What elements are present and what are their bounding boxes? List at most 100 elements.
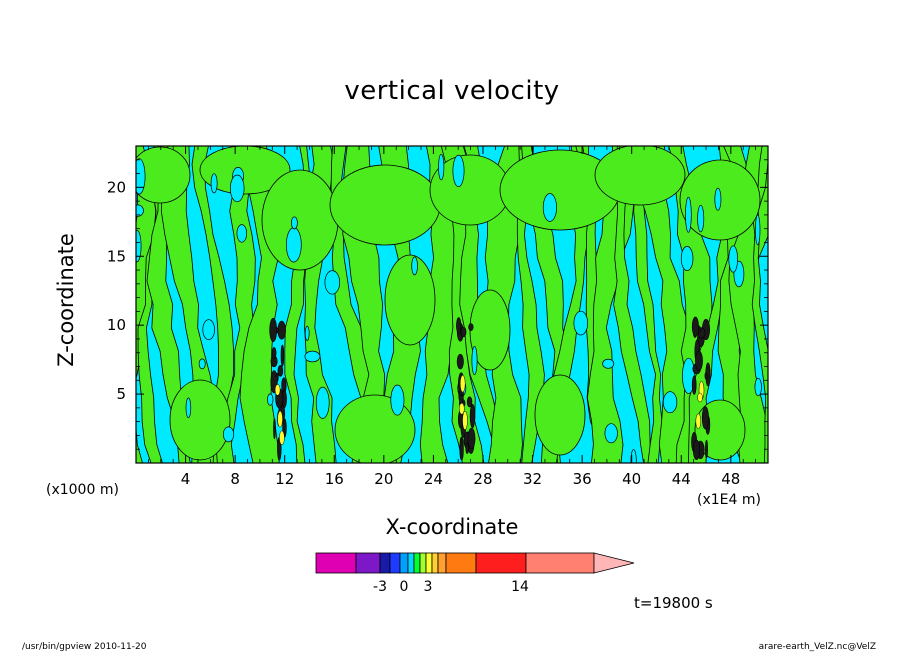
positive-patch — [169, 379, 231, 461]
negative-lens — [229, 174, 245, 203]
negative-lens — [438, 153, 445, 181]
colorbar-segment — [413, 552, 421, 574]
negative-lens — [452, 154, 465, 188]
negative-lens — [285, 227, 302, 263]
core-maximum — [279, 430, 285, 446]
contour-field — [136, 146, 768, 463]
core-contour — [704, 372, 708, 380]
negative-lens — [267, 393, 274, 406]
negative-lens — [198, 358, 206, 370]
colorbar-label: -3 — [373, 579, 387, 595]
colorbar-segment — [419, 552, 427, 574]
negative-lens — [728, 245, 738, 273]
negative-lens — [754, 377, 762, 397]
positive-band — [191, 146, 235, 463]
positive-patch — [594, 146, 686, 206]
positive-band — [516, 146, 545, 463]
positive-band — [633, 146, 663, 463]
positive-patch — [329, 164, 441, 246]
negative-lens — [542, 193, 557, 222]
negative-lens — [136, 230, 142, 263]
colorbar-segment — [525, 552, 595, 574]
y-axis-label: Z-coordinate — [54, 233, 78, 367]
x-unit-label-left: (x1000 m) — [46, 482, 119, 498]
x-tick-label: 24 — [424, 470, 443, 488]
core-maximum — [277, 410, 283, 428]
core-contour — [705, 439, 708, 459]
y-tick-label: 20 — [107, 178, 126, 196]
core-contour — [695, 350, 703, 371]
core-maximum — [459, 374, 466, 393]
colorbar-segment — [399, 552, 409, 574]
core-contour — [277, 320, 286, 340]
colorbar-segment — [389, 552, 401, 574]
x-tick-label: 40 — [622, 470, 641, 488]
x-tick-label: 20 — [374, 470, 393, 488]
positive-patch — [199, 146, 291, 195]
negative-lens — [202, 319, 215, 340]
x-tick-label: 8 — [230, 470, 240, 488]
negative-lens — [222, 426, 235, 443]
updraft-cores — [269, 316, 711, 461]
colorbar: -3 0 3 14 — [315, 552, 635, 595]
negative-lens — [697, 204, 705, 233]
colorbar-segment — [315, 552, 357, 574]
x-axis-label: X-coordinate — [385, 515, 519, 539]
core-contour — [269, 317, 278, 343]
negative-lens — [291, 216, 298, 230]
x-tick-label: 16 — [325, 470, 344, 488]
positive-patch — [534, 374, 586, 456]
negative-lens — [210, 173, 218, 194]
colorbar-segment — [475, 552, 527, 574]
time-label: t=19800 s — [634, 594, 713, 612]
negative-lens — [304, 350, 321, 363]
colorbar-label: 0 — [400, 579, 409, 595]
core-contour — [273, 418, 276, 440]
core-contour — [465, 442, 469, 454]
positive-band — [575, 146, 612, 463]
negative-lens — [390, 384, 405, 416]
core-contour — [691, 375, 697, 395]
negative-lens — [411, 256, 418, 276]
y-tick-label: 15 — [107, 247, 126, 265]
positive-patch — [136, 146, 191, 204]
colorbar-segment — [445, 552, 477, 574]
colorbar-segment — [407, 552, 415, 574]
core-contour — [456, 353, 464, 370]
negative-lens — [136, 204, 144, 217]
y-tick-label: 10 — [107, 316, 126, 334]
negative-lens — [604, 423, 618, 444]
colorbar-segment — [379, 552, 391, 574]
negative-lens — [755, 214, 761, 246]
core-contour — [271, 347, 277, 359]
core-contour — [701, 406, 709, 430]
colorbar-label: 3 — [424, 579, 433, 595]
negative-lens — [573, 310, 589, 336]
positive-band — [613, 146, 652, 463]
negative-lens — [714, 187, 722, 211]
core-contour — [456, 317, 462, 334]
core-contour — [466, 396, 473, 408]
core-contour — [692, 439, 701, 461]
core-maximum — [462, 410, 468, 431]
core-contour — [277, 365, 284, 377]
negative-lens — [685, 196, 692, 233]
y-axis: 5 10 15 20 — [107, 159, 768, 450]
core-maximum — [695, 413, 702, 430]
x-tick-label: 36 — [573, 470, 592, 488]
x-tick-label: 4 — [181, 470, 191, 488]
core-maximum — [697, 392, 703, 403]
colorbar-segment — [431, 552, 439, 574]
negative-lens — [236, 224, 248, 243]
x-tick-label: 48 — [721, 470, 740, 488]
positive-band — [215, 146, 256, 463]
core-contour — [467, 427, 476, 450]
colorbar-label: 14 — [511, 579, 529, 595]
x-unit-label-right: (x1E4 m) — [697, 492, 761, 508]
colorbar-segment — [355, 552, 381, 574]
positive-band — [586, 146, 642, 463]
x-tick-label: 44 — [672, 470, 691, 488]
colorbar-segment — [425, 552, 433, 574]
colorbar-segment — [437, 552, 447, 574]
